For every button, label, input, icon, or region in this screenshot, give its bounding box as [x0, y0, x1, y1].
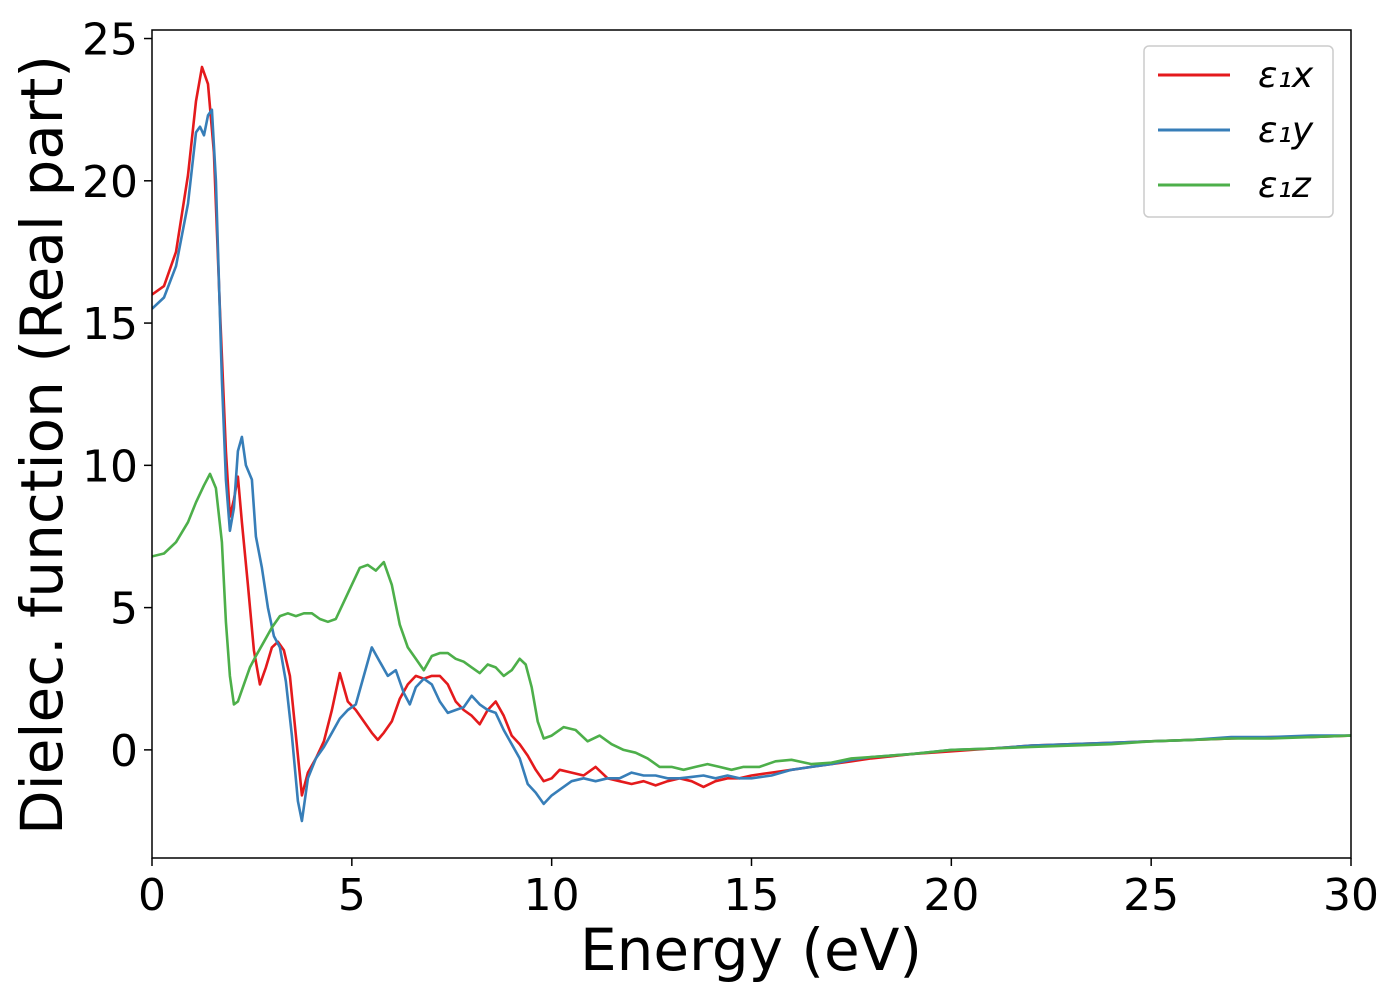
- y-axis-title: Dielec. function (Real part): [8, 55, 76, 835]
- x-tick-label: 30: [1323, 870, 1379, 921]
- x-tick-label: 15: [724, 870, 780, 921]
- x-tick-label: 20: [923, 870, 979, 921]
- y-tick-label: 25: [82, 15, 138, 66]
- y-tick-label: 5: [110, 584, 138, 635]
- legend: ε₁x ε₁y ε₁z: [1143, 45, 1334, 218]
- series-layer: [152, 65, 1351, 823]
- y-axis-ticks: 0 5 10 15 20 25: [82, 15, 152, 777]
- y-tick-label: 0: [110, 726, 138, 777]
- y-tick-label: 15: [82, 299, 138, 350]
- x-tick-label: 10: [524, 870, 580, 921]
- x-axis-title: Energy (eV): [580, 916, 922, 984]
- y-tick-label: 20: [82, 157, 138, 208]
- x-tick-label: 0: [138, 870, 166, 921]
- x-axis-ticks: 0 5 10 15 20 25 30: [138, 858, 1379, 921]
- series-line-2: [152, 472, 1351, 772]
- legend-label-0: ε₁x: [1258, 55, 1314, 96]
- legend-label-1: ε₁y: [1258, 110, 1314, 151]
- x-tick-label: 5: [338, 870, 366, 921]
- legend-box: [1143, 45, 1334, 218]
- legend-label-2: ε₁z: [1258, 165, 1312, 206]
- x-tick-label: 25: [1123, 870, 1179, 921]
- y-tick-label: 10: [82, 441, 138, 492]
- series-line-1: [152, 108, 1351, 823]
